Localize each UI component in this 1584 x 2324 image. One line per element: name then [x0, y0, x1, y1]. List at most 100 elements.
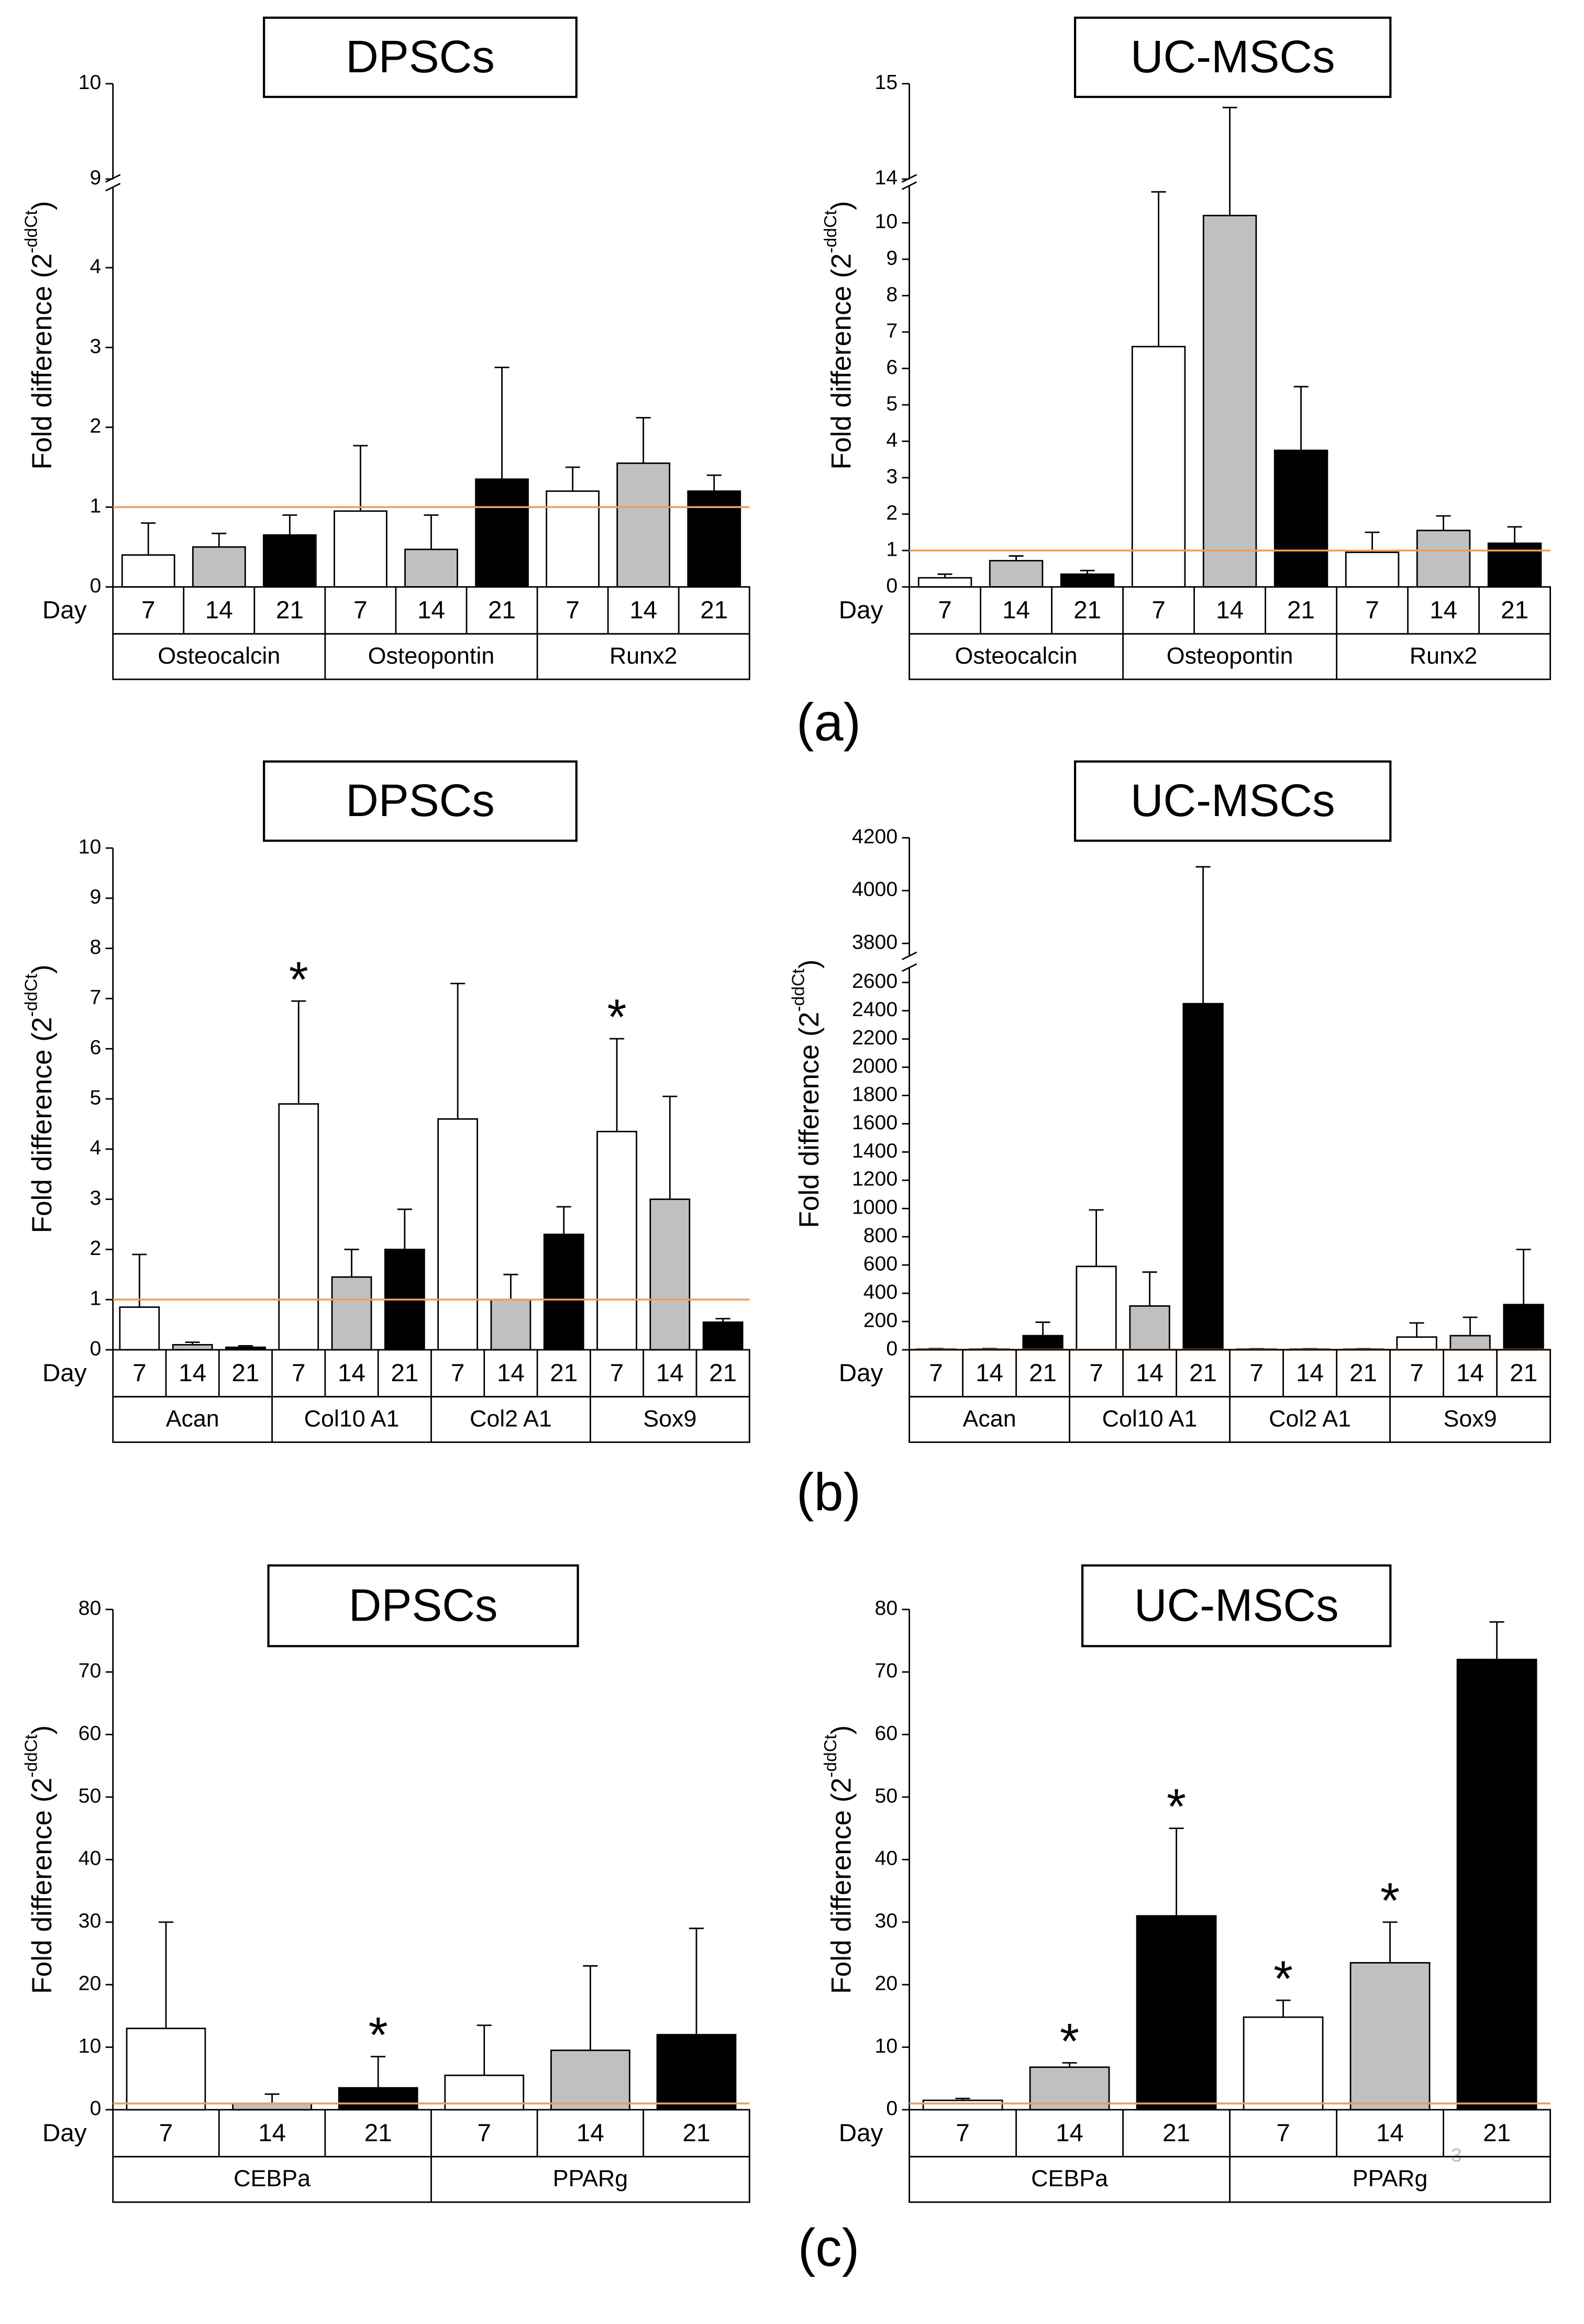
x-tick-label: 14 [1136, 1359, 1164, 1387]
y-tick-label: 3 [90, 335, 101, 358]
x-tick-label: 7 [1249, 1359, 1263, 1387]
bar [989, 560, 1044, 588]
x-tick-label: 21 [1162, 2119, 1190, 2147]
x-tick-label: 14 [338, 1359, 365, 1387]
y-axis-label-sup: -ddCt [789, 968, 808, 1012]
x-tick-label: 21 [1287, 597, 1315, 624]
group-label: CEBPa [1031, 2165, 1108, 2191]
y-axis-label-close: ) [27, 1725, 58, 1735]
group-row [909, 633, 1551, 680]
bar [917, 577, 972, 588]
bar [437, 1118, 479, 1351]
bar [119, 1306, 160, 1351]
y-axis-label-base: Fold difference (2 [27, 1017, 58, 1233]
x-tick-label: 7 [141, 597, 155, 624]
y-tick-label: 1400 [852, 1140, 898, 1162]
group-label: Sox9 [1444, 1405, 1497, 1431]
x-header: Day [42, 597, 87, 624]
x-tick-label: 21 [1483, 2119, 1511, 2147]
y-tick-label: 14 [875, 167, 898, 189]
title-box [1081, 1564, 1392, 1647]
chart-title: DPSCs [346, 775, 495, 826]
y-axis-label-close: ) [27, 965, 58, 974]
x-tick-label: 14 [629, 597, 657, 624]
y-tick-label: 2400 [852, 998, 898, 1021]
y-axis-label-close: ) [794, 960, 825, 969]
y-tick-label: 4 [90, 1137, 101, 1159]
title-box [263, 760, 578, 842]
title-box [1073, 16, 1392, 98]
y-tick-label: 5 [90, 1086, 101, 1109]
x-tick-label: 14 [1430, 597, 1457, 624]
x-tick-label: 14 [656, 1359, 684, 1387]
y-tick-label: 10 [79, 71, 102, 94]
y-tick-label: 9 [90, 167, 101, 189]
x-tick-label: 14 [179, 1359, 206, 1387]
panel-label: (b) [796, 1463, 861, 1522]
x-tick-label: 7 [451, 1359, 464, 1387]
bar [546, 490, 600, 588]
bar [121, 554, 175, 588]
axis-break [901, 963, 917, 972]
y-axis-label-base: Fold difference (2 [27, 1778, 58, 1994]
y-tick-label: 40 [79, 1847, 102, 1870]
y-tick-label: 1200 [852, 1168, 898, 1191]
x-tick-label: 7 [353, 597, 367, 624]
x-tick-label: 21 [364, 2119, 392, 2147]
bar [331, 1276, 372, 1351]
significance-mark: * [607, 990, 626, 1045]
x-tick-label: 21 [1029, 1359, 1057, 1387]
x-tick-label: 7 [159, 2119, 173, 2147]
y-tick-label: 80 [79, 1597, 102, 1620]
y-tick-label: 4 [90, 255, 101, 278]
bar [490, 1298, 531, 1351]
x-tick-label: 7 [1410, 1359, 1423, 1387]
x-tick-label: 14 [577, 2119, 604, 2147]
y-tick-label: 10 [79, 835, 102, 858]
y-tick-label: 5 [886, 392, 898, 415]
y-tick-label: 60 [79, 1722, 102, 1745]
y-tick-label: 10 [79, 2035, 102, 2057]
y-tick-label: 600 [863, 1253, 898, 1275]
group-label: Col10 A1 [304, 1405, 400, 1431]
y-tick-label: 8 [886, 283, 898, 306]
bar [1396, 1336, 1437, 1351]
chart-title: UC-MSCs [1131, 775, 1335, 826]
bar [404, 548, 458, 588]
y-tick-label: 4000 [852, 878, 898, 901]
x-tick-label: 21 [231, 1359, 259, 1387]
group-label: Osteocalcin [955, 643, 1078, 669]
bar [687, 490, 741, 588]
y-tick-label: 60 [875, 1722, 898, 1745]
x-tick-label: 21 [700, 597, 728, 624]
axis-break [105, 183, 121, 192]
axis-break [901, 951, 917, 961]
bar [922, 2099, 1003, 2111]
y-tick-label: 2000 [852, 1055, 898, 1077]
bar [1202, 215, 1257, 588]
x-tick-label: 21 [682, 2119, 710, 2147]
y-tick-label: 50 [875, 1785, 898, 1807]
x-header: Day [839, 2119, 883, 2147]
y-tick-label: 2600 [852, 970, 898, 993]
y-tick-label: 6 [886, 356, 898, 379]
y-tick-label: 70 [79, 1660, 102, 1682]
y-tick-label: 3 [90, 1187, 101, 1209]
x-tick-label: 14 [1056, 2119, 1083, 2147]
y-axis-label-base: Fold difference (2 [826, 254, 857, 470]
y-tick-label: 20 [875, 1972, 898, 1995]
x-tick-label: 21 [1510, 1359, 1537, 1387]
x-tick-label: 14 [497, 1359, 525, 1387]
y-tick-label: 8 [90, 936, 101, 959]
x-tick-label: 21 [391, 1359, 418, 1387]
bar [1273, 449, 1328, 588]
panel-label: (a) [796, 693, 861, 752]
x-tick-label: 7 [1089, 1359, 1103, 1387]
bar [1076, 1265, 1117, 1351]
bar [649, 1198, 691, 1351]
y-axis-label: Fold difference (2-ddCt) [821, 201, 857, 470]
x-header: Day [42, 2119, 87, 2147]
bar [702, 1321, 744, 1351]
y-tick-label: 30 [875, 1910, 898, 1932]
